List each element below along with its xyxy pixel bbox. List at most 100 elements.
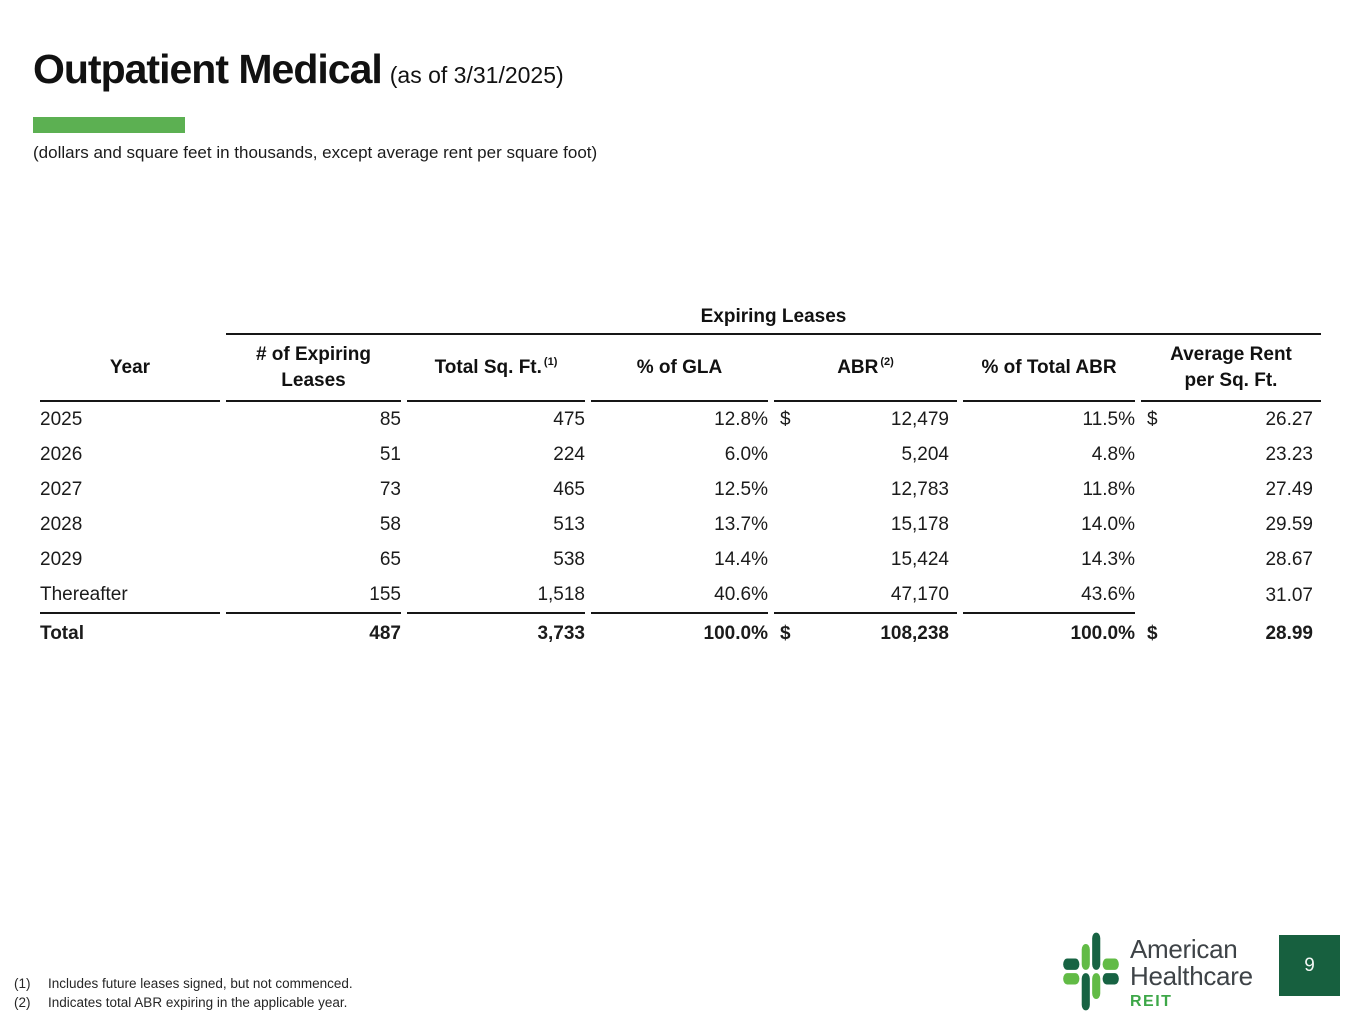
- cell-leases: 65: [379, 548, 401, 570]
- cell-sqft: 224: [553, 443, 585, 465]
- cell-avg-rent: 27.49: [1141, 472, 1321, 507]
- cell-avg-rent: $28.99: [1141, 614, 1321, 653]
- col-header-leases-label: # of Expiring Leases: [255, 343, 372, 391]
- rent-value: 31.07: [1265, 584, 1313, 606]
- column-header-row: Year # of Expiring Leases Total Sq. Ft.(…: [40, 335, 1321, 402]
- table-total-row: Total 487 3,733 100.0% $108,238 100.0% $…: [40, 614, 1321, 653]
- abr-value: 108,238: [880, 622, 949, 644]
- group-header-spacer: [40, 300, 220, 335]
- cell-abr: 47,170: [774, 577, 957, 614]
- col-header-leases: # of Expiring Leases: [226, 335, 401, 402]
- cell-leases: 51: [379, 443, 401, 465]
- abr-value: 12,479: [890, 408, 949, 430]
- logo-line-american: American: [1130, 934, 1238, 964]
- table-row: 2029 65 538 14.4% 15,424 14.3% 28.67: [40, 542, 1321, 577]
- rent-value: 27.49: [1265, 478, 1313, 500]
- cell-avg-rent: 28.67: [1141, 542, 1321, 577]
- cell-abr: 12,783: [774, 472, 957, 507]
- page-title: Outpatient Medical (as of 3/31/2025): [33, 46, 564, 93]
- cell-abr-pct: 14.3%: [1081, 548, 1135, 570]
- cell-sqft: 1,518: [407, 577, 585, 614]
- cell-leases: 85: [379, 408, 401, 430]
- rent-value: 28.99: [1265, 622, 1313, 644]
- col-header-sqft: Total Sq. Ft. (1): [407, 335, 585, 402]
- table-row: 2027 73 465 12.5% 12,783 11.8% 27.49: [40, 472, 1321, 507]
- cell-abr-pct: 11.5%: [1082, 408, 1135, 430]
- abr-value: 15,178: [890, 513, 949, 535]
- abr-value: 47,170: [890, 583, 949, 605]
- cell-leases: 58: [379, 513, 401, 535]
- accent-bar: [33, 117, 185, 133]
- footnote-2-text: Indicates total ABR expiring in the appl…: [48, 994, 348, 1010]
- rent-value: 23.23: [1265, 443, 1313, 465]
- cell-sqft: 3,733: [537, 622, 585, 644]
- units-note: (dollars and square feet in thousands, e…: [33, 143, 598, 162]
- col-header-year: Year: [40, 335, 220, 402]
- company-logo: American Healthcare REIT: [1062, 931, 1253, 1012]
- cell-abr-pct: 43.6%: [963, 577, 1135, 614]
- cell-abr: 5,204: [774, 437, 957, 472]
- table-row: 2026 51 224 6.0% 5,204 4.8% 23.23: [40, 437, 1321, 472]
- cell-year: 2029: [40, 548, 83, 570]
- cell-year: 2026: [40, 443, 83, 465]
- cell-sqft: 465: [553, 478, 585, 500]
- page-title-text: Outpatient Medical: [33, 46, 383, 92]
- currency-sign: $: [780, 622, 791, 644]
- cell-leases: 73: [379, 478, 401, 500]
- currency-sign: $: [780, 408, 791, 430]
- table-row: 2028 58 513 13.7% 15,178 14.0% 29.59: [40, 507, 1321, 542]
- cell-year: 2027: [40, 478, 83, 500]
- footnote-ref-2: (2): [880, 356, 894, 369]
- currency-sign: $: [1147, 408, 1158, 430]
- cell-avg-rent: 23.23: [1141, 437, 1321, 472]
- abr-value: 12,783: [890, 478, 949, 500]
- cell-year: 2028: [40, 513, 83, 535]
- currency-sign: $: [1147, 622, 1158, 644]
- cell-sqft: 475: [553, 408, 585, 430]
- company-logo-text: American Healthcare REIT: [1130, 936, 1253, 1011]
- cell-abr: 15,424: [774, 542, 957, 577]
- cell-abr: $12,479: [774, 402, 957, 437]
- cell-abr: $108,238: [774, 614, 957, 653]
- cell-gla-pct: 14.4%: [714, 548, 768, 570]
- cell-gla-pct: 40.6%: [591, 577, 768, 614]
- cell-abr-pct: 100.0%: [1070, 622, 1135, 644]
- footnote-1: (1) Includes future leases signed, but n…: [14, 975, 353, 994]
- healthcare-cross-icon: [1063, 932, 1119, 1011]
- col-header-abr: ABR (2): [774, 335, 957, 402]
- cell-abr-pct: 14.0%: [1081, 513, 1135, 535]
- cell-abr-pct: 11.8%: [1082, 478, 1135, 500]
- cell-gla-pct: 100.0%: [703, 622, 768, 644]
- cell-sqft: 513: [553, 513, 585, 535]
- col-header-gla: % of GLA: [591, 335, 768, 402]
- page-title-suffix: (as of 3/31/2025): [389, 62, 564, 88]
- cell-avg-rent: 29.59: [1141, 507, 1321, 542]
- page-number: 9: [1304, 954, 1315, 976]
- cell-avg-rent: 31.07: [1141, 577, 1321, 614]
- cell-gla-pct: 13.7%: [714, 513, 768, 535]
- cell-gla-pct: 12.5%: [714, 478, 768, 500]
- footnote-2: (2) Indicates total ABR expiring in the …: [14, 994, 353, 1013]
- cell-year: Thereafter: [40, 577, 220, 614]
- cell-abr: 15,178: [774, 507, 957, 542]
- cell-abr-pct: 4.8%: [1091, 443, 1135, 465]
- logo-line-healthcare: Healthcare: [1130, 961, 1253, 991]
- cell-avg-rent: $26.27: [1141, 402, 1321, 437]
- group-header-row: Expiring Leases: [40, 300, 1321, 335]
- footnote-1-number: (1): [14, 976, 31, 991]
- table-row: 2025 85 475 12.8% $12,479 11.5% $26.27: [40, 402, 1321, 437]
- col-header-sqft-label: Total Sq. Ft.: [434, 356, 542, 378]
- table-row-thereafter: Thereafter 155 1,518 40.6% 47,170 43.6% …: [40, 577, 1321, 614]
- abr-value: 5,204: [901, 443, 949, 465]
- logo-line-reit: REIT: [1130, 993, 1173, 1010]
- expiring-leases-table: Expiring Leases Year # of Expiring Lease…: [34, 300, 1327, 653]
- cell-gla-pct: 12.8%: [714, 408, 768, 430]
- cell-leases: 487: [369, 622, 401, 644]
- cell-gla-pct: 6.0%: [724, 443, 768, 465]
- footnote-2-number: (2): [14, 994, 31, 1010]
- cell-year: Total: [40, 622, 84, 644]
- cell-year: 2025: [40, 408, 83, 430]
- page-number-badge: 9: [1279, 935, 1340, 996]
- col-header-total-abr: % of Total ABR: [963, 335, 1135, 402]
